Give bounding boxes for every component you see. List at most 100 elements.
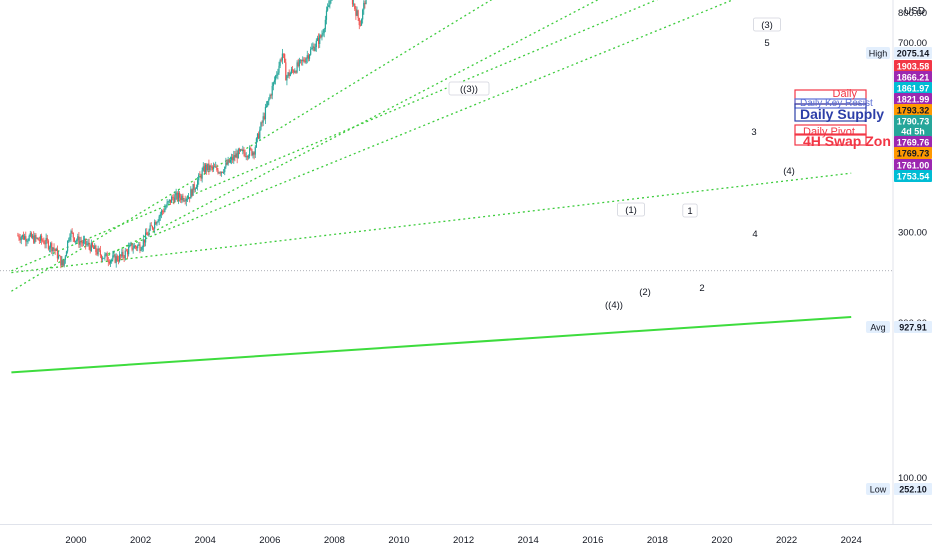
candle-body xyxy=(351,0,354,5)
candle-body xyxy=(243,149,245,154)
zone-box xyxy=(794,133,867,146)
candle-body xyxy=(48,247,51,249)
candle-body xyxy=(155,221,157,225)
trendline xyxy=(11,0,658,272)
candle-body xyxy=(98,248,100,251)
candle-body xyxy=(166,202,168,207)
candle-body xyxy=(301,59,303,62)
candle-body xyxy=(216,166,218,170)
candle-body xyxy=(34,235,36,243)
axis-label-value: 1769.73 xyxy=(897,149,930,159)
candle-body xyxy=(157,220,159,223)
candle-body xyxy=(146,232,148,235)
wave-label: (1) xyxy=(625,205,637,216)
candle-body xyxy=(234,155,236,158)
candle-body xyxy=(68,239,70,241)
candle-body xyxy=(41,235,43,241)
candle-body xyxy=(263,116,265,119)
candle-body xyxy=(59,255,61,257)
candle-body xyxy=(303,59,305,62)
candle-body xyxy=(305,58,307,63)
candle-body xyxy=(328,5,330,8)
axis-label-bg xyxy=(894,147,932,159)
candle-body xyxy=(156,222,158,225)
candle-body xyxy=(42,240,44,242)
candle-body xyxy=(69,237,71,240)
x-axis[interactable]: 2000 2002 2004 2006 2008 2010 2012 2014 2016 2018… xyxy=(65,535,861,546)
candle-body xyxy=(21,234,23,238)
axis-label-bg xyxy=(894,321,932,333)
candle-body xyxy=(133,245,135,249)
candle-body xyxy=(152,228,155,230)
candle-body xyxy=(308,54,311,59)
candle-body xyxy=(317,37,320,44)
candles xyxy=(17,0,367,269)
candle-body xyxy=(354,3,356,9)
candle-body xyxy=(178,192,181,198)
candle-body xyxy=(65,251,68,257)
candle-body xyxy=(227,159,229,165)
candle-body xyxy=(44,243,46,245)
axis-label-value: 927.91 xyxy=(899,323,927,333)
x-tick-label: 2018 xyxy=(647,535,668,546)
axis-label-prefix: Avg xyxy=(870,323,885,333)
x-tick-label: 2020 xyxy=(711,535,732,546)
candle-body xyxy=(277,72,279,75)
candle-body xyxy=(290,69,293,74)
candle-body xyxy=(365,0,367,5)
candle-body xyxy=(204,164,207,173)
candle-body xyxy=(169,199,172,203)
candle-body xyxy=(161,210,164,212)
candle-body xyxy=(83,238,86,241)
level-lines xyxy=(0,270,893,272)
axis-label-value: 1821.99 xyxy=(897,95,930,105)
candle-body xyxy=(30,233,33,238)
y-tick-label: 300.00 xyxy=(898,227,927,238)
wave-label-box xyxy=(682,203,698,218)
candle-body xyxy=(356,10,358,16)
axis-label-bg xyxy=(894,483,932,495)
candle-body xyxy=(191,189,193,196)
candle-body xyxy=(304,61,306,63)
candle-body xyxy=(307,55,309,59)
candle-body xyxy=(123,256,125,258)
candle-body xyxy=(79,241,81,245)
axis-label-bg xyxy=(894,93,932,105)
axis-label-value: 4d 5h xyxy=(901,127,925,137)
candle-body xyxy=(96,251,98,255)
candle-body xyxy=(164,208,166,212)
candle-body xyxy=(271,85,273,96)
candle-body xyxy=(190,189,192,199)
axis-label-prefix-bg xyxy=(866,321,890,333)
zone-label: Daily Pivot xyxy=(803,126,855,138)
candle-body xyxy=(197,180,199,187)
candle-body xyxy=(177,192,179,200)
candle-body xyxy=(236,153,238,159)
candle-body xyxy=(279,59,281,66)
candle-body xyxy=(288,72,290,77)
candle-body xyxy=(175,192,177,196)
candle-body xyxy=(108,261,111,264)
candle-body xyxy=(50,243,52,248)
candle-body xyxy=(73,237,75,242)
candle-body xyxy=(25,236,27,242)
candle-body xyxy=(159,214,161,217)
axis-label-bg xyxy=(894,47,932,59)
candle-body xyxy=(182,195,184,201)
candle-body xyxy=(217,169,219,174)
candle-body xyxy=(357,10,359,19)
candle-body xyxy=(192,184,194,196)
candle-body xyxy=(262,116,264,123)
candle-body xyxy=(61,260,63,266)
candle-body xyxy=(316,37,319,41)
candle-body xyxy=(251,149,253,156)
axis-label-bg xyxy=(894,170,932,182)
candle-body xyxy=(132,248,134,250)
candle-body xyxy=(53,247,55,249)
candle-body xyxy=(103,257,105,259)
candle-body xyxy=(330,0,332,1)
candle-body xyxy=(131,243,133,250)
candle-body xyxy=(102,258,104,260)
